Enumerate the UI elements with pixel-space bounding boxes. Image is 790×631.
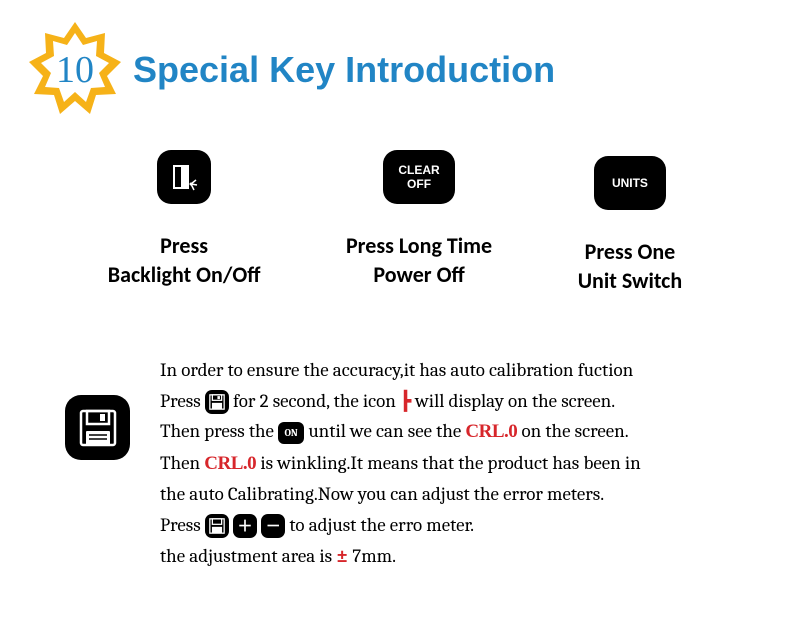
info-section: In order to ensure the accuracy,it has a… bbox=[25, 355, 765, 572]
desc-line: Press One bbox=[578, 238, 683, 267]
save-icon bbox=[209, 518, 225, 534]
button-label: UNITS bbox=[612, 176, 648, 190]
info-line: Press for 2 second, the icon ┣ will disp… bbox=[160, 386, 641, 417]
crl-text: CRL.0 bbox=[465, 421, 517, 442]
flag-icon: ┣ bbox=[400, 391, 411, 412]
header: 10 Special Key Introduction bbox=[25, 20, 765, 120]
info-line: Press ＋ － to adjust the erro meter. bbox=[160, 510, 641, 540]
button-label: CLEAR OFF bbox=[398, 163, 439, 192]
info-line: Then press the ON until we can see the C… bbox=[160, 416, 641, 447]
page-container: 10 Special Key Introduction Press Backli… bbox=[0, 0, 790, 592]
key-item-clear: CLEAR OFF Press Long Time Power Off bbox=[346, 150, 492, 295]
save-button-large[interactable] bbox=[65, 395, 130, 460]
key-desc: Press One Unit Switch bbox=[578, 238, 683, 295]
save-icon bbox=[79, 409, 117, 447]
plus-minus-symbol: ± bbox=[336, 544, 348, 567]
info-text: In order to ensure the accuracy,it has a… bbox=[160, 355, 641, 572]
key-desc: Press Long Time Power Off bbox=[346, 232, 492, 289]
info-line: the adjustment area is ± 7mm. bbox=[160, 540, 641, 572]
plus-button-inline[interactable]: ＋ bbox=[233, 514, 257, 538]
backlight-icon bbox=[169, 162, 199, 192]
info-line: In order to ensure the accuracy,it has a… bbox=[160, 355, 641, 385]
info-line: Then CRL.0 is winkling.It means that the… bbox=[160, 448, 641, 479]
on-button-inline[interactable]: ON bbox=[278, 422, 304, 444]
crl-text: CRL.0 bbox=[204, 453, 256, 474]
units-button[interactable]: UNITS bbox=[594, 156, 666, 210]
backlight-button[interactable] bbox=[157, 150, 211, 204]
desc-line: Backlight On/Off bbox=[108, 261, 261, 290]
desc-line: Press Long Time bbox=[346, 232, 492, 261]
key-item-units: UNITS Press One Unit Switch bbox=[578, 156, 683, 295]
info-line: the auto Calibrating.Now you can adjust … bbox=[160, 479, 641, 509]
star-badge: 10 bbox=[25, 20, 125, 120]
save-button-inline[interactable] bbox=[205, 514, 229, 538]
desc-line: Power Off bbox=[346, 261, 492, 290]
desc-line: Press bbox=[108, 232, 261, 261]
section-number: 10 bbox=[56, 48, 94, 92]
clear-off-button[interactable]: CLEAR OFF bbox=[383, 150, 455, 204]
desc-line: Unit Switch bbox=[578, 267, 683, 296]
minus-button-inline[interactable]: － bbox=[261, 514, 285, 538]
keys-row: Press Backlight On/Off CLEAR OFF Press L… bbox=[75, 150, 715, 295]
save-icon bbox=[209, 394, 225, 410]
page-title: Special Key Introduction bbox=[133, 49, 555, 91]
key-desc: Press Backlight On/Off bbox=[108, 232, 261, 289]
key-item-backlight: Press Backlight On/Off bbox=[108, 150, 261, 295]
save-button-inline[interactable] bbox=[205, 390, 229, 414]
